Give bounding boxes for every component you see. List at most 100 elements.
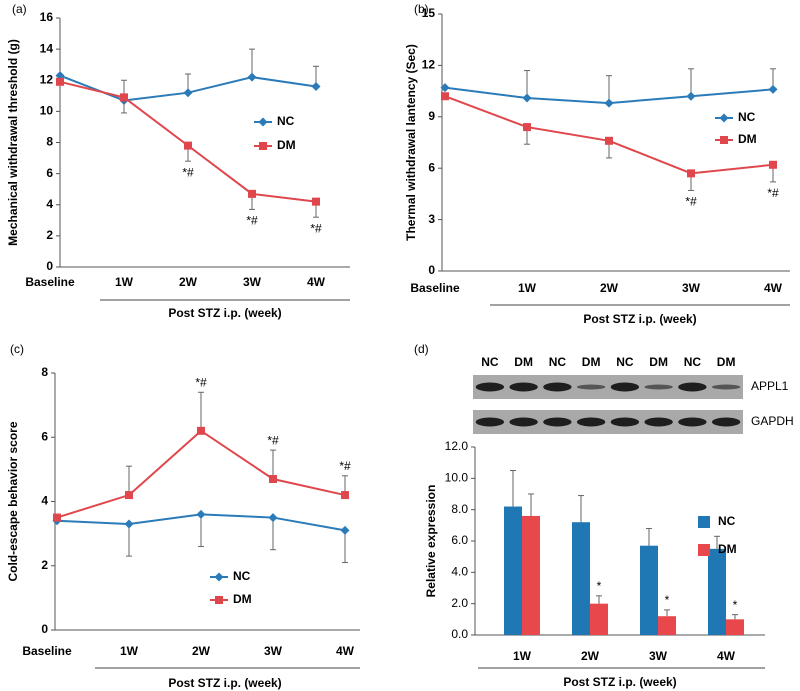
x-tick-label: 2W <box>179 275 198 289</box>
legend-label: NC <box>233 569 251 583</box>
x-tick-label: 4W <box>717 649 736 663</box>
x-tick-label: 1W <box>120 644 139 658</box>
marker <box>340 525 350 535</box>
y-tick-label: 15 <box>422 6 436 20</box>
y-tick-label: 4 <box>41 494 48 508</box>
x-tick-label: 3W <box>682 281 701 295</box>
y-tick-label: 12.0 <box>445 439 469 453</box>
legend-swatch <box>698 544 710 556</box>
legend-label: DM <box>718 542 737 556</box>
significance-mark: *# <box>767 186 779 200</box>
marker <box>311 81 321 91</box>
significance-mark: *# <box>310 221 322 235</box>
lane-label: DM <box>717 355 736 369</box>
series-line <box>444 95 774 175</box>
marker <box>604 98 614 108</box>
blot-band <box>711 417 741 427</box>
y-tick-label: 6 <box>428 160 435 174</box>
lane-label: NC <box>684 355 702 369</box>
x-tick-label: 4W <box>307 275 326 289</box>
legend-label: DM <box>277 138 296 152</box>
lane-label: DM <box>514 355 533 369</box>
y-tick-label: 9 <box>428 109 435 123</box>
y-tick-label: 6 <box>46 166 53 180</box>
marker <box>268 513 278 523</box>
bar <box>572 522 590 635</box>
blot-band <box>644 417 673 427</box>
legend-marker <box>719 113 729 123</box>
bar <box>522 515 540 635</box>
blot-row-label: APPL1 <box>751 379 789 393</box>
bar <box>504 506 522 635</box>
y-tick-label: 8.0 <box>451 502 468 516</box>
significance-mark: * <box>597 579 602 593</box>
blot-band <box>644 384 673 390</box>
marker <box>56 77 64 86</box>
legend-marker <box>720 136 728 144</box>
blot-band <box>543 382 572 392</box>
x-tick-label: 3W <box>243 275 262 289</box>
y-axis-label: Relative expression <box>424 485 438 598</box>
panel-label: (b) <box>414 2 429 16</box>
marker <box>184 141 192 150</box>
x-tick-label: 1W <box>115 275 134 289</box>
x-axis-label: Post STZ i.p. (week) <box>168 306 281 320</box>
marker <box>687 169 695 178</box>
y-tick-label: 0.0 <box>451 627 468 641</box>
marker <box>312 197 320 206</box>
legend-label: DM <box>738 132 757 146</box>
blot-band <box>475 382 505 392</box>
x-axis-label: Post STZ i.p. (week) <box>583 312 696 326</box>
lane-label: DM <box>582 355 601 369</box>
legend-swatch <box>698 516 710 528</box>
y-tick-label: 0 <box>428 263 435 277</box>
y-tick-label: 4.0 <box>451 565 468 579</box>
significance-mark: * <box>733 598 738 612</box>
x-tick-label: 1W <box>518 281 537 295</box>
y-tick-label: 6.0 <box>451 533 468 547</box>
marker <box>440 83 450 93</box>
marker <box>269 475 277 484</box>
legend-marker <box>259 142 267 150</box>
blot-band <box>509 417 538 427</box>
y-tick-label: 2.0 <box>451 596 468 610</box>
blot-band <box>576 384 606 390</box>
x-tick-label: 4W <box>336 644 355 658</box>
marker <box>686 91 696 101</box>
y-tick-label: 6 <box>41 429 48 443</box>
bar <box>590 603 608 635</box>
x-tick-label: 3W <box>264 644 283 658</box>
legend-label: NC <box>718 514 736 528</box>
significance-mark: *# <box>339 459 351 473</box>
y-tick-label: 0 <box>46 259 53 273</box>
legend-marker <box>214 572 224 582</box>
marker <box>247 72 257 82</box>
y-tick-label: 8 <box>46 135 53 149</box>
bar <box>640 545 658 635</box>
y-tick-label: 16 <box>40 10 54 24</box>
legend-label: NC <box>738 110 756 124</box>
y-tick-label: 8 <box>41 365 48 379</box>
blot-band <box>543 417 572 427</box>
blot-band <box>711 384 741 390</box>
legend-marker <box>258 117 268 127</box>
lane-label: NC <box>616 355 634 369</box>
blot-band <box>678 417 707 427</box>
marker <box>605 136 613 145</box>
x-tick-label: 2W <box>581 649 600 663</box>
y-tick-label: 2 <box>41 558 48 572</box>
y-tick-label: 3 <box>428 212 435 226</box>
y-tick-label: 14 <box>40 41 54 55</box>
y-axis-label: Thermal withdrawal lantency (Sec) <box>404 44 418 241</box>
x-tick-label: 1W <box>513 649 532 663</box>
y-tick-label: 2 <box>46 228 53 242</box>
panel-label: (c) <box>10 342 24 356</box>
marker <box>124 519 134 529</box>
marker <box>120 93 128 102</box>
panel-label: (a) <box>12 2 27 16</box>
x-tick-label: Baseline <box>410 281 460 295</box>
marker <box>768 84 778 94</box>
marker <box>196 509 206 519</box>
marker <box>53 513 61 522</box>
